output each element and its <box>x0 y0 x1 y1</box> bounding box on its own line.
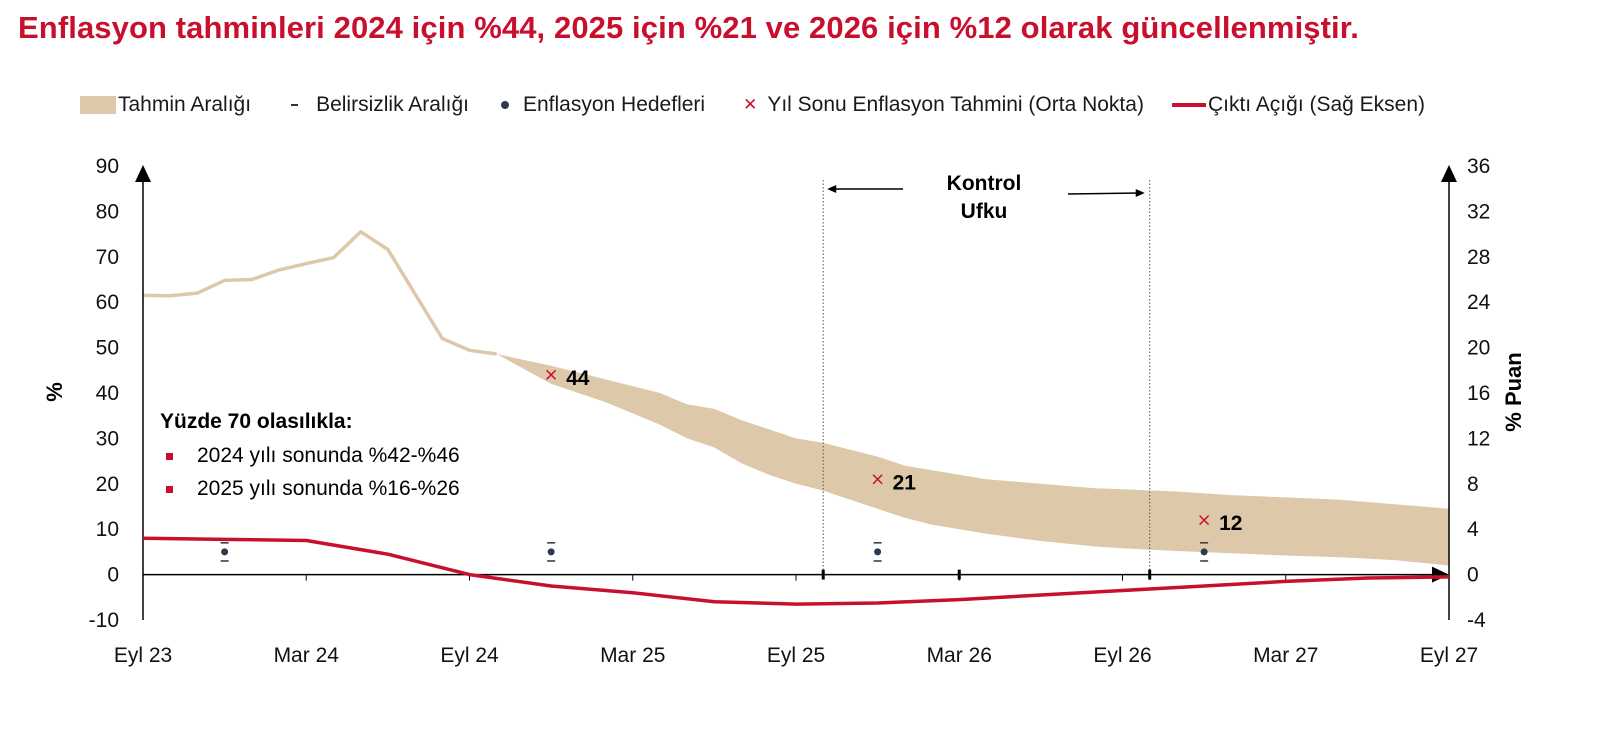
note-heading: Yüzde 70 olasılıkla: <box>160 410 353 433</box>
y-right-tick-label: 12 <box>1467 427 1490 450</box>
chart-legend: Tahmin Aralığı Belirsizlik Aralığı Enfla… <box>80 90 1425 120</box>
forecast-value-label: 21 <box>893 471 917 494</box>
x-tick-label: Mar 27 <box>1253 644 1318 667</box>
y-right-tick-label: 20 <box>1467 337 1490 360</box>
y-right-tick-label: 36 <box>1467 155 1490 178</box>
legend-forecast-label: Yıl Sonu Enflasyon Tahmini (Orta Nokta) <box>767 93 1144 116</box>
forecast-x-mark <box>872 474 883 485</box>
control-horizon-arrow-right <box>1067 192 1140 195</box>
x-tick-label: Mar 25 <box>600 644 665 667</box>
x-tick-label: Mar 24 <box>274 644 340 667</box>
inflation-target-dot <box>874 548 882 556</box>
y-left-tick-label: 90 <box>96 155 119 178</box>
y-left-tick-label: 60 <box>96 291 119 314</box>
y-left-tick-label: 50 <box>96 337 119 360</box>
note-item: 2025 yılı sonunda %16-%26 <box>160 477 460 501</box>
band-swatch <box>80 96 116 114</box>
y-left-axis-title: % <box>42 382 67 402</box>
probability-note: Yüzde 70 olasılıkla: 2024 yılı sonunda %… <box>160 410 460 510</box>
y-right-tick-label: 24 <box>1467 291 1491 314</box>
left-axis-arrow-icon <box>135 165 151 182</box>
output-gap-line <box>142 536 1450 606</box>
forecast-band <box>496 354 1449 566</box>
right-axis-arrow-icon <box>1441 165 1457 182</box>
y-right-tick-label: 4 <box>1467 518 1479 541</box>
y-right-tick-label: 32 <box>1467 200 1490 223</box>
legend-output-gap: Çıktı Açığı (Sağ Eksen) <box>1144 93 1425 117</box>
x-tick-label: Eyl 27 <box>1420 644 1478 667</box>
x-tick-label: Eyl 23 <box>114 644 172 667</box>
x-tick-label: Eyl 24 <box>440 644 499 667</box>
inflation-target-dot <box>1200 548 1208 556</box>
legend-uncertainty: Belirsizlik Aralığı <box>251 93 469 117</box>
y-left-tick-label: 80 <box>96 200 119 223</box>
x-tick-label: Eyl 26 <box>1093 644 1151 667</box>
note-item-text: 2024 yılı sonunda %42-%46 <box>197 444 460 467</box>
arrow-left-icon <box>827 185 837 193</box>
legend-uncertainty-label: Belirsizlik Aralığı <box>316 93 469 116</box>
bullet-icon <box>166 452 173 460</box>
note-item: 2024 yılı sonunda %42-%46 <box>160 444 460 468</box>
legend-targets: Enflasyon Hedefleri <box>469 93 705 117</box>
y-left-tick-label: 70 <box>96 246 119 269</box>
line-swatch <box>1171 103 1206 107</box>
dot-swatch <box>500 101 509 109</box>
control-horizon-label: Kontrol Ufku <box>918 170 1050 226</box>
control-horizon-line1: Kontrol <box>946 172 1022 195</box>
x-mark-icon: ✕ <box>743 95 758 114</box>
inflation-target-dot <box>221 548 229 556</box>
y-right-tick-label: 8 <box>1467 473 1479 496</box>
y-left-tick-label: 20 <box>96 473 119 496</box>
dash-swatch <box>291 104 299 106</box>
forecast-value-label: 44 <box>566 367 590 390</box>
note-item-text: 2025 yılı sonunda %16-%26 <box>197 477 460 500</box>
x-axis-arrow-icon <box>1432 566 1449 583</box>
legend-band: Tahmin Aralığı <box>80 93 251 117</box>
y-left-tick-label: 0 <box>107 564 119 587</box>
legend-targets-label: Enflasyon Hedefleri <box>522 93 706 116</box>
legend-forecast: ✕ Yıl Sonu Enflasyon Tahmini (Orta Nokta… <box>705 93 1144 117</box>
y-right-tick-label: -4 <box>1467 609 1486 632</box>
y-right-tick-label: 16 <box>1467 382 1490 405</box>
forecast-x-mark <box>546 369 557 380</box>
forecast-x-mark <box>1199 515 1210 526</box>
y-right-tick-label: 0 <box>1467 564 1479 587</box>
y-right-axis-title: % Puan <box>1501 352 1526 431</box>
arrow-right-icon <box>1135 189 1145 197</box>
control-horizon-line2: Ufku <box>960 200 1008 223</box>
y-right-tick-label: 28 <box>1467 246 1490 269</box>
realized-inflation-line <box>142 230 497 356</box>
y-left-tick-label: 40 <box>96 382 119 405</box>
legend-output-gap-label: Çıktı Açığı (Sağ Eksen) <box>1207 93 1426 116</box>
y-left-tick-label: -10 <box>89 609 119 632</box>
y-left-tick-label: 10 <box>96 518 119 541</box>
x-tick-label: Mar 26 <box>927 644 992 667</box>
bullet-icon <box>166 485 173 493</box>
page-title: Enflasyon tahminleri 2024 için %44, 2025… <box>18 10 1359 45</box>
legend-band-label: Tahmin Aralığı <box>118 93 252 116</box>
y-left-tick-label: 30 <box>96 427 119 450</box>
forecast-value-label: 12 <box>1219 512 1242 535</box>
inflation-target-dot <box>547 548 555 556</box>
x-tick-label: Eyl 25 <box>767 644 825 667</box>
